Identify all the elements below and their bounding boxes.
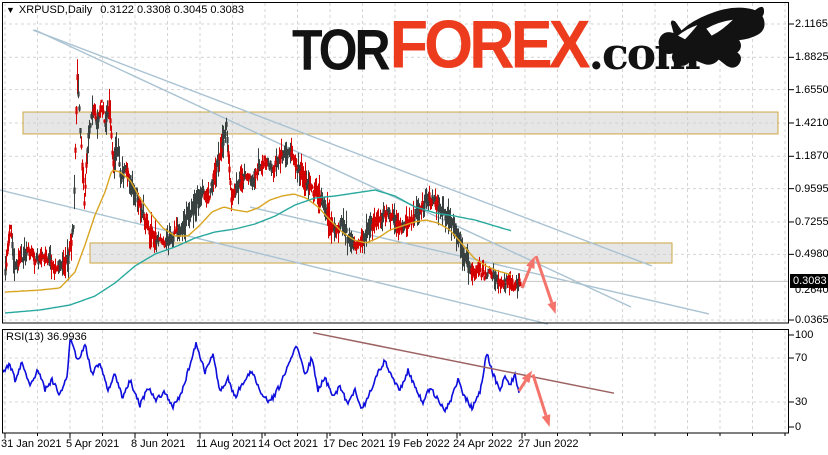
price-axis-label: 0.4980 [795, 248, 828, 261]
date-label: 14 Oct 2021 [258, 438, 318, 450]
rsi-axis-label: 100 [795, 329, 814, 341]
price-axis-label: 0.7255 [795, 215, 828, 228]
price-axis-label: 1.1870 [795, 150, 828, 163]
price-axis-label: 1.8825 [795, 51, 828, 64]
logo-text-forex: FOREX [389, 7, 591, 83]
chart-symbol-title: XRPUSD,Daily [18, 4, 93, 16]
date-label: 19 Feb 2022 [388, 438, 450, 450]
symbol-dropdown-icon[interactable]: ▼ [6, 5, 15, 15]
date-label: 27 Jun 2022 [518, 438, 579, 450]
rsi-axis-label: 70 [795, 352, 808, 364]
price-axis-label: 2.1165 [795, 18, 828, 30]
price-axis-label: 1.6550 [795, 83, 828, 96]
date-label: 17 Dec 2021 [323, 438, 386, 450]
chart-title-bar: ▼ XRPUSD,Daily 0.3122 0.3308 0.3045 0.3083 [6, 4, 244, 16]
date-label: 5 Apr 2021 [66, 438, 120, 450]
rsi-axis-label: 30 [795, 396, 808, 408]
chart-ohlc-values: 0.3122 0.3308 0.3045 0.3083 [100, 4, 245, 16]
date-label: 31 Jan 2021 [1, 438, 62, 450]
date-label: 11 Aug 2021 [196, 438, 257, 450]
rsi-indicator-value: 36.9936 [46, 331, 87, 343]
logo-text-tor: TOR [292, 17, 391, 82]
torforex-logo: TOR FOREX .com [292, 6, 765, 82]
rsi-indicator-name: RSI(13) [6, 331, 44, 343]
date-label: 8 Jun 2021 [131, 438, 186, 450]
date-label: 24 Apr 2022 [453, 438, 513, 450]
price-axis-label: 0.0365 [795, 314, 828, 327]
rsi-indicator-title: RSI(13) 36.9936 [6, 331, 87, 343]
bull-icon [658, 6, 765, 68]
price-axis-label: 1.4210 [795, 116, 828, 129]
price-axis-label: 0.9595 [795, 182, 828, 195]
current-price-badge: 0.3083 [790, 274, 828, 289]
rsi-axis-label: 0 [795, 421, 802, 433]
